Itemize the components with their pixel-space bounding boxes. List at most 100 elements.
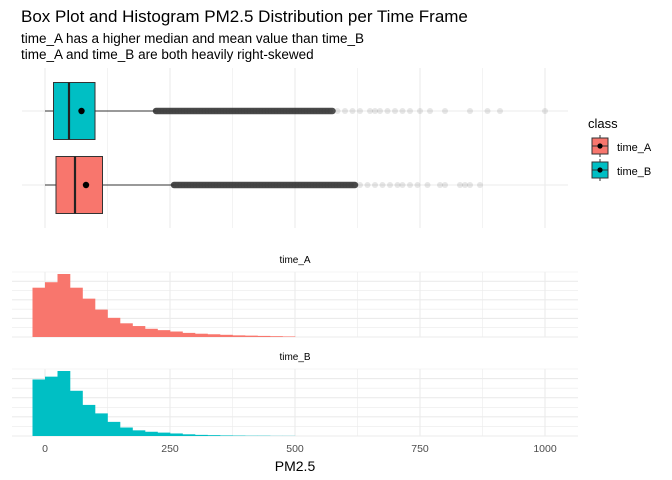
legend-label-time-a: time_A [617,142,652,154]
outlier-point [216,182,222,188]
box-time-b [53,82,96,140]
outlier-point [306,182,312,188]
x-tick-label: 500 [286,443,304,455]
legend-key-mean-time-a [597,143,603,149]
outlier-point [467,182,473,188]
hist-bar-time-b [45,376,58,436]
outlier-point [294,108,300,114]
outlier-point [207,108,213,114]
x-tick-label: 250 [161,443,179,455]
box-time-a [55,156,103,214]
outlier-point [399,108,406,114]
hist-bar-time-b [170,433,183,436]
outlier-point [219,108,225,114]
outlier-point [462,182,468,188]
outlier-point [174,108,180,114]
hist-bar-time-b [207,435,221,436]
outlier-point [372,108,378,114]
outlier-point [327,182,333,188]
hist-bar-time-a [145,328,158,337]
outlier-point [267,182,273,188]
outlier-point [171,108,177,114]
hist-bar-time-b [32,379,46,436]
outlier-point [288,108,294,114]
outlier-point [219,182,225,188]
x-tick-label: 0 [42,443,48,455]
hist-bar-time-a [107,317,121,337]
chart-title: Box Plot and Histogram PM2.5 Distributio… [21,7,468,26]
outlier-point [424,182,431,188]
hist-bar-time-a [282,336,296,337]
outlier-point [243,182,249,188]
outlier-point [407,108,413,114]
outlier-point [497,108,503,114]
outlier-point [270,108,276,114]
outlier-point [312,182,318,188]
outlier-point [249,182,255,188]
outlier-point [261,182,267,188]
outlier-point [279,182,285,188]
outlier-point [189,182,195,188]
outlier-point [300,182,306,188]
outlier-point [243,108,249,114]
outlier-point [477,182,483,188]
hist-bar-time-a [120,323,133,337]
outlier-point [345,182,351,188]
outlier-point [252,182,258,188]
outlier-point [399,182,406,188]
hist-bar-time-b [220,435,233,436]
outlier-point [372,182,378,188]
outlier-point [334,108,341,114]
legend-label-time-b: time_B [617,166,651,178]
outlier-point [213,108,219,114]
outlier-point [282,182,288,188]
outlier-point [392,108,398,114]
outlier-point [294,182,300,188]
outlier-point [186,182,192,188]
hist-bar-time-b [132,430,146,436]
outlier-point [285,108,291,114]
outlier-point [183,108,189,114]
outlier-point [442,108,448,114]
outlier-point [246,182,252,188]
outlier-point [457,182,463,188]
outlier-point [291,108,297,114]
legend: class time_A time_B [588,116,652,181]
outlier-point [351,182,357,188]
outlier-point [342,182,348,188]
outlier-point [321,108,327,114]
outlier-point [264,182,270,188]
hist-bar-time-a [182,332,196,337]
facet-strip-time-a: time_A [279,255,310,266]
outlier-point [228,108,234,114]
outlier-point [315,108,321,114]
outlier-point [177,182,183,188]
outlier-point [153,108,159,114]
outlier-point [367,108,373,114]
outlier-point [291,182,297,188]
outlier-point [407,182,413,188]
outlier-point [201,182,207,188]
outlier-point [349,108,356,114]
hist-bar-time-a [170,331,183,337]
x-axis-title: PM2.5 [275,458,316,474]
outlier-point [427,108,433,114]
hist-bar-time-a [207,334,221,337]
outlier-point [207,182,213,188]
outlier-point [189,108,195,114]
outlier-point [234,108,240,114]
outlier-point [195,182,201,188]
x-tick-label: 1000 [533,443,557,455]
outlier-point [414,182,421,188]
outlier-point [180,182,186,188]
outlier-point [276,182,282,188]
outlier-point [312,108,318,114]
hist-bar-time-b [157,432,171,436]
outlier-point [192,108,198,114]
outlier-point [484,108,491,114]
outlier-point [306,108,312,114]
outlier-point [204,182,210,188]
outlier-point [264,108,270,114]
outlier-point [324,108,330,114]
outlier-point [249,108,255,114]
